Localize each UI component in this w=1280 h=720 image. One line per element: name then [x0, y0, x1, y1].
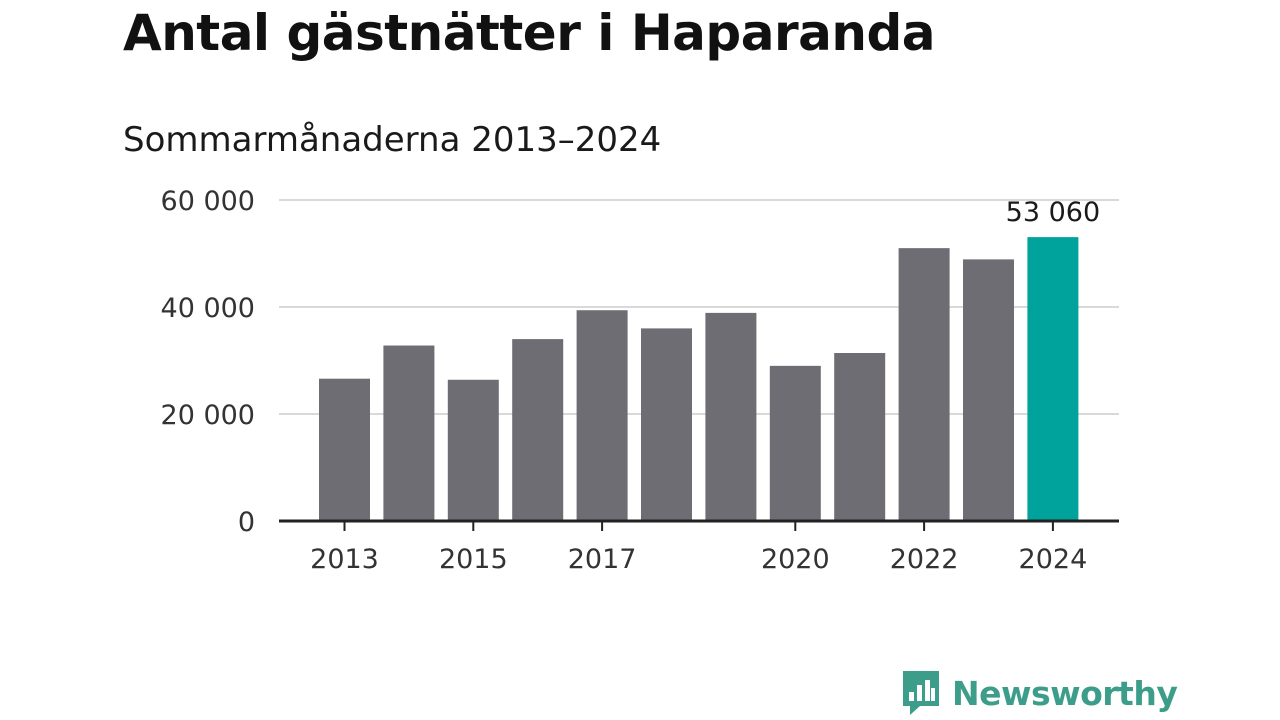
- y-tick-label: 20 000: [161, 400, 255, 431]
- x-tick-label: 2022: [890, 544, 959, 575]
- bar-2013: [319, 378, 370, 521]
- y-tick-label: 40 000: [161, 293, 255, 324]
- value-label: 53 060: [1006, 197, 1100, 228]
- bar-chart-speech-bubble-icon: [903, 671, 939, 715]
- chart-title: Antal gästnätter i Haparanda: [123, 4, 935, 62]
- chart-subtitle: Sommarmånaderna 2013–2024: [123, 120, 662, 160]
- y-tick-label: 0: [238, 507, 255, 538]
- x-tick-label: 2020: [761, 544, 830, 575]
- bar-2018: [641, 328, 692, 521]
- logo-text: Newsworthy: [952, 673, 1178, 713]
- bar-2017: [576, 310, 628, 521]
- x-tick-label: 2013: [310, 544, 379, 575]
- x-tick-label: 2024: [1019, 544, 1088, 575]
- bar-2024: [1027, 237, 1079, 521]
- bar-2023: [963, 259, 1014, 521]
- bar-2022: [898, 248, 950, 521]
- x-tick-label: 2015: [439, 544, 508, 575]
- bar-2021: [834, 353, 886, 521]
- bar-2015: [447, 379, 499, 521]
- y-tick-label: 60 000: [161, 186, 255, 217]
- bars: [319, 237, 1079, 521]
- x-axis: [279, 519, 1119, 531]
- newsworthy-logo: Newsworthy: [900, 668, 1178, 718]
- x-tick-label: 2017: [568, 544, 637, 575]
- bar-2019: [705, 312, 757, 521]
- bar-2016: [512, 339, 564, 521]
- bar-2020: [769, 365, 821, 521]
- bar-2014: [383, 345, 435, 521]
- tick-labels: 0 20 000 40 000 60 000 53 060 2013 2015 2017 202…: [161, 186, 1101, 575]
